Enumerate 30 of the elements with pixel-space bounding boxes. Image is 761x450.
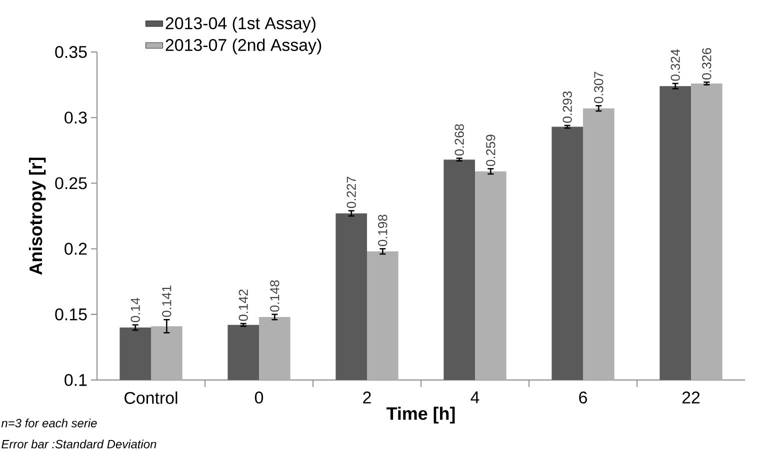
- x-tick-label: 0: [254, 392, 264, 404]
- x-tick-label: 6: [579, 392, 587, 404]
- data-label: 0.324: [670, 49, 680, 81]
- data-label: 0.307: [594, 72, 604, 104]
- x-axis-title: Time [h]: [386, 406, 455, 424]
- data-label: 0.142: [238, 290, 248, 321]
- data-label: 0.148: [270, 280, 280, 312]
- data-label: 0.227: [346, 176, 356, 208]
- data-label: 0.14: [130, 298, 140, 322]
- y-tick-label: 0.15: [55, 308, 87, 320]
- text: Error bar :Standard Deviation: [2, 440, 156, 448]
- data-label: 0.198: [378, 214, 388, 246]
- legend-label: 2013-07 (2nd Assay): [166, 38, 322, 54]
- y-tick-label: 0.3: [64, 112, 87, 124]
- data-label: 0.293: [562, 91, 572, 123]
- y-axis-title: Anisotropy [r]: [28, 158, 46, 275]
- x-tick-label: 2: [363, 392, 371, 404]
- legend-label: 2013-04 (1st Assay): [166, 16, 316, 33]
- y-tick-label: 0.25: [55, 177, 87, 190]
- data-label: 0.259: [486, 134, 496, 166]
- y-tick-label: 0.35: [55, 46, 87, 58]
- data-label: 0.326: [702, 48, 712, 80]
- x-tick-label: 22: [682, 392, 700, 404]
- y-tick-label: 0.1: [64, 374, 87, 386]
- x-tick-label: Control: [124, 392, 178, 404]
- data-label: 0.268: [454, 124, 464, 156]
- y-tick-label: 0.2: [64, 242, 87, 255]
- x-tick-label: 4: [470, 392, 480, 404]
- text: n=3 for each serie: [1, 418, 97, 428]
- data-label: 0.141: [162, 286, 172, 317]
